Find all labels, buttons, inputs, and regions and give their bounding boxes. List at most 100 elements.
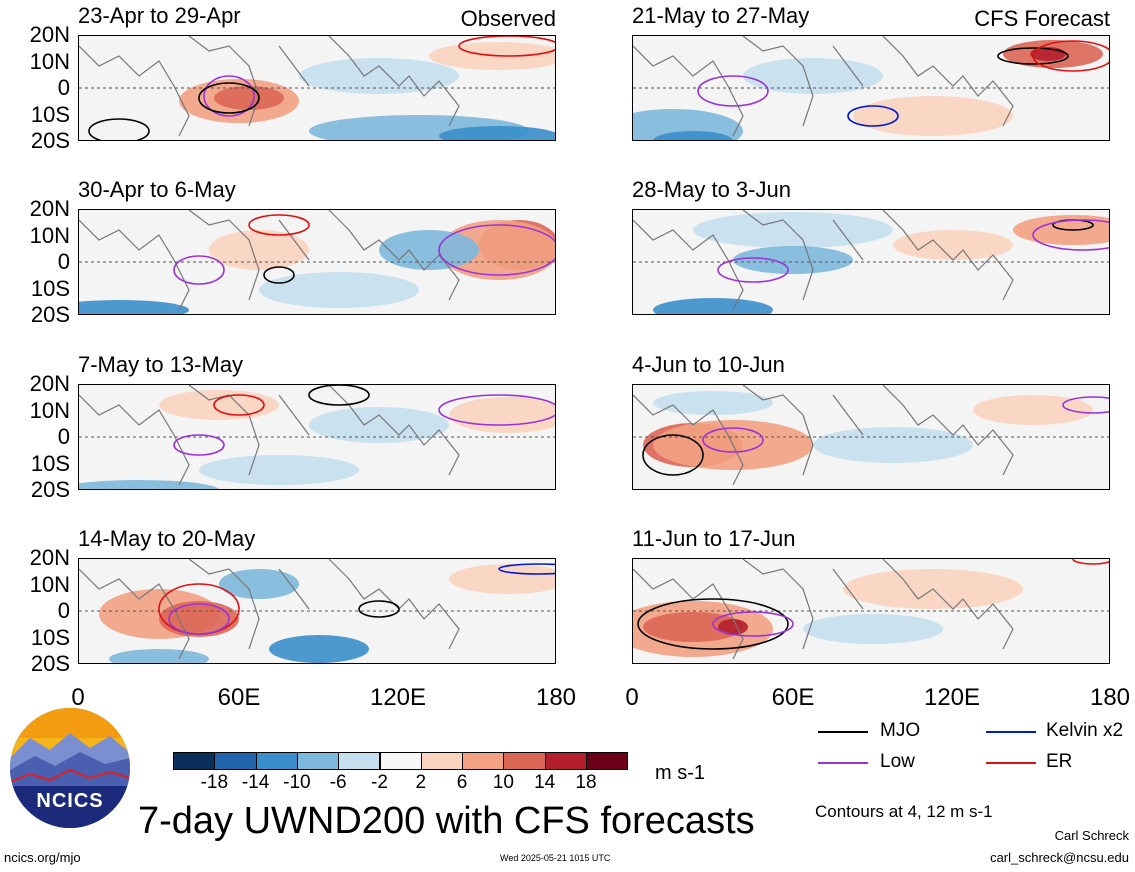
map-panel: [78, 35, 556, 141]
panel-label: Observed: [460, 6, 556, 31]
filter-contour: [213, 394, 265, 416]
anomaly-shading: [643, 612, 743, 642]
ncics-logo: NCICS: [10, 708, 130, 828]
wind-anomaly-map: [79, 36, 555, 140]
colorbar-tick-label: -6: [329, 772, 347, 793]
filter-contour: [88, 118, 150, 140]
colorbar-swatch: [255, 752, 298, 770]
filter-contour: [717, 257, 789, 283]
longitude-label: 120E: [369, 684, 427, 711]
map-panel: [632, 384, 1110, 490]
filter-contour: [1062, 396, 1109, 414]
filter-contour: [1072, 559, 1109, 565]
filter-contour: [847, 105, 899, 127]
legend-line-mjo: [818, 731, 868, 733]
panel-label: CFS Forecast: [974, 6, 1110, 31]
anomaly-shading: [803, 614, 943, 644]
coastline: [633, 210, 1014, 311]
filter-contour: [173, 434, 225, 456]
filter-contour: [173, 255, 225, 285]
wind-anomaly-map: [79, 559, 555, 663]
legend-line-kelvin: [986, 731, 1036, 733]
coastline: [79, 559, 460, 660]
latitude-label: 0: [57, 424, 70, 449]
map-panel: [78, 384, 556, 490]
colorbar-tick-label: -14: [241, 772, 270, 793]
latitude-label: 20N: [29, 371, 70, 396]
filter-contour: [997, 47, 1069, 65]
longitude-label: 120E: [923, 684, 981, 711]
anomaly-shading: [214, 86, 284, 110]
contours-note: Contours at 4, 12 m s-1: [815, 802, 993, 821]
colorbar-swatch: [544, 752, 587, 770]
longitude-label: 60E: [771, 684, 815, 711]
filter-contour: [438, 224, 555, 276]
anomaly-shading: [653, 131, 733, 140]
latitude-label: 10S: [30, 624, 70, 650]
map-panel: [632, 209, 1110, 315]
colorbar-swatch: [173, 752, 216, 770]
filter-contour: [498, 563, 555, 575]
panel-title: 23-Apr to 29-Apr: [78, 3, 241, 28]
latitude-label: 10S: [30, 275, 70, 301]
filter-contour: [1032, 219, 1109, 251]
anomaly-shading: [653, 391, 773, 415]
anomaly-shading: [219, 569, 299, 599]
latitude-label: 10N: [29, 222, 70, 248]
anomaly-shading: [259, 272, 419, 308]
colorbar-tick-label: 18: [575, 772, 597, 793]
wind-anomaly-map: [79, 210, 555, 314]
latitude-label: 0: [57, 598, 70, 623]
filter-contour: [358, 600, 400, 618]
panel-title: 30-Apr to 6-May: [78, 177, 236, 202]
latitude-label: 10N: [29, 397, 70, 423]
filter-contour: [458, 36, 555, 57]
latitude-label: 20S: [30, 128, 70, 153]
latitude-label: 20N: [29, 22, 70, 47]
panel-title: 28-May to 3-Jun: [632, 177, 791, 202]
author-name: Carl Schreck: [1054, 828, 1129, 843]
colorbar-swatch: [462, 752, 505, 770]
anomaly-shading: [79, 300, 189, 314]
filter-contour: [168, 603, 230, 635]
anomaly-shading: [269, 635, 369, 663]
colorbar-tick-label: 2: [415, 772, 427, 793]
timestamp: Wed 2025-05-21 1015 UTC: [500, 853, 611, 863]
colorbar-swatch: [420, 752, 464, 770]
longitude-label: 180: [1089, 684, 1131, 711]
latitude-label: 20S: [30, 651, 70, 676]
anomaly-shading: [449, 397, 555, 433]
filter-contour: [198, 82, 260, 114]
coastline: [633, 559, 1014, 660]
filter-contour: [697, 75, 769, 107]
anomaly-shading: [449, 564, 555, 594]
colorbar-swatch: [379, 752, 422, 770]
anomaly-shading: [439, 220, 555, 280]
anomaly-shading: [79, 480, 219, 489]
longitude-label: 180: [535, 684, 577, 711]
filter-contour: [1032, 40, 1109, 72]
anomaly-shading: [299, 58, 459, 94]
map-panel: [632, 558, 1110, 664]
latitude-label: 10N: [29, 571, 70, 597]
latitude-label: 20N: [29, 545, 70, 570]
filter-contour: [637, 598, 789, 650]
colorbar-tick-label: 6: [456, 772, 468, 793]
colorbar-tick-label: -10: [283, 772, 311, 793]
legend-label-low: Low: [880, 751, 915, 772]
wind-anomaly-map: [633, 210, 1109, 314]
anomaly-shading: [109, 649, 209, 663]
coastline: [79, 36, 460, 137]
coastline: [633, 385, 1014, 486]
latitude-label: 20S: [30, 477, 70, 502]
filter-contour: [248, 214, 310, 236]
anomaly-shading: [309, 407, 449, 443]
colorbar-tick-label: -2: [371, 772, 388, 793]
filter-contour: [712, 611, 794, 637]
panel-title: 11-Jun to 17-Jun: [632, 526, 796, 551]
colorbar-tick-label: 14: [534, 772, 556, 793]
anomaly-shading: [893, 230, 1013, 260]
map-panel: [78, 558, 556, 664]
anomaly-shading: [653, 298, 773, 314]
colorbar-swatch: [296, 752, 340, 770]
